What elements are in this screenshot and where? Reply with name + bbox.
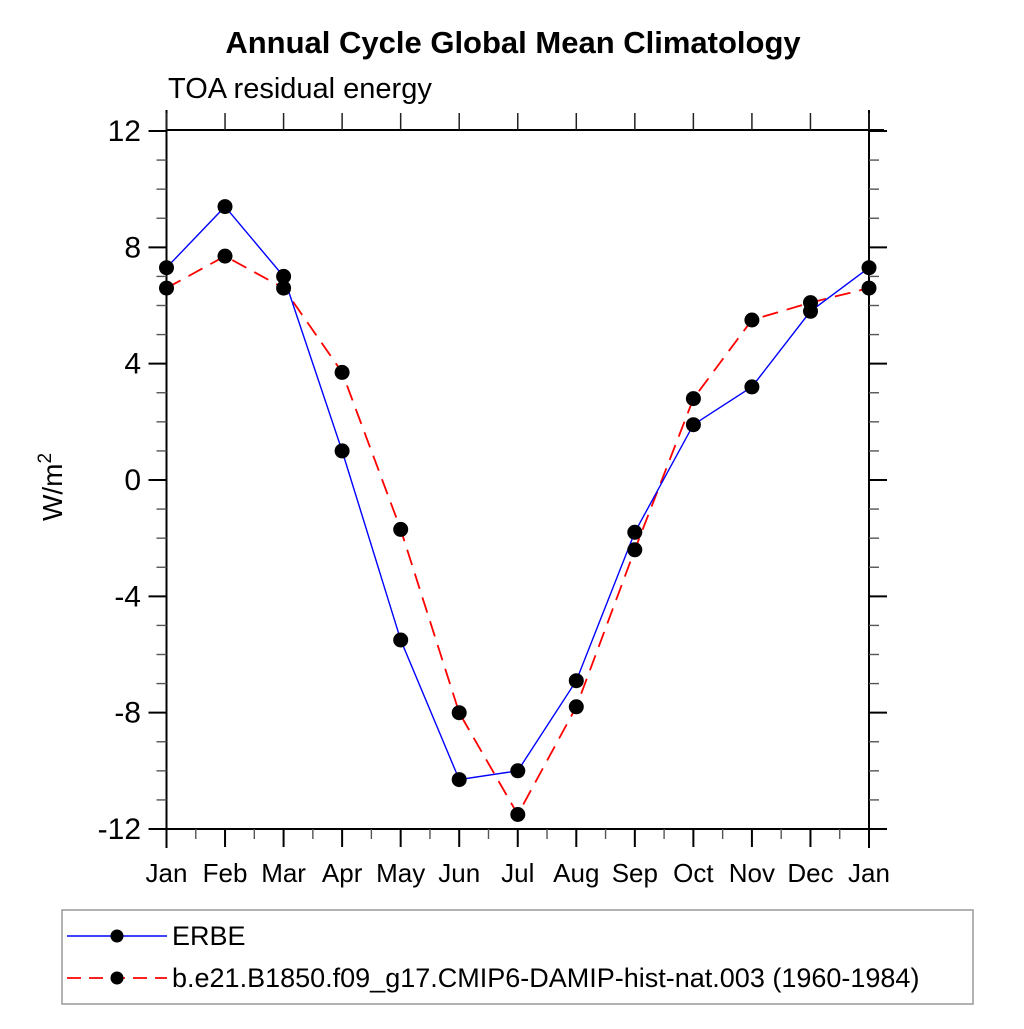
y-tick-label: 8 bbox=[124, 231, 141, 264]
series-line bbox=[166, 255, 870, 817]
data-point bbox=[861, 280, 877, 296]
data-point bbox=[451, 772, 467, 788]
data-point bbox=[159, 280, 174, 296]
legend-series-label: b.e21.B1850.f09_g17.CMIP6-DAMIP-hist-nat… bbox=[172, 963, 919, 993]
data-point bbox=[393, 632, 409, 648]
x-tick-label: Dec bbox=[787, 858, 833, 888]
legend-box bbox=[61, 909, 974, 1005]
data-point bbox=[510, 807, 526, 822]
data-point-markers bbox=[159, 199, 877, 822]
legend-swatch-marker bbox=[110, 929, 124, 943]
x-tick-label: Jul bbox=[501, 858, 534, 888]
x-tick-label: May bbox=[376, 858, 425, 888]
x-tick-label: Nov bbox=[729, 858, 775, 888]
y-tick-label: 0 bbox=[124, 464, 141, 497]
data-point bbox=[803, 295, 818, 311]
y-tick-label: 12 bbox=[108, 115, 141, 148]
data-point bbox=[334, 364, 350, 380]
data-point bbox=[568, 673, 584, 689]
data-point bbox=[334, 443, 350, 459]
plot-frame bbox=[165, 110, 884, 848]
x-tick-label: Aug bbox=[553, 858, 599, 888]
data-point bbox=[217, 199, 233, 215]
legend: ERBE b.e21.B1850.f09_g17.CMIP6-DAMIP-hist… bbox=[61, 909, 974, 1005]
y-tick-label: -4 bbox=[114, 580, 141, 613]
data-point bbox=[451, 705, 467, 721]
y-tick-label: 4 bbox=[124, 348, 141, 381]
data-point bbox=[276, 280, 292, 296]
data-point bbox=[276, 268, 292, 284]
series-line bbox=[165, 205, 870, 781]
x-tick-label: Sep bbox=[612, 858, 658, 888]
axis-ticks bbox=[148, 113, 887, 847]
x-tick-label: Mar bbox=[261, 858, 306, 888]
x-tick-label: Jan bbox=[848, 858, 890, 888]
data-point bbox=[685, 417, 701, 433]
y-tick-label: -8 bbox=[114, 697, 141, 730]
data-series-lines bbox=[165, 205, 870, 817]
legend-rows: ERBE b.e21.B1850.f09_g17.CMIP6-DAMIP-hist… bbox=[67, 921, 919, 993]
data-point bbox=[393, 521, 409, 537]
data-point bbox=[744, 312, 760, 328]
y-axis-label: W/m2 bbox=[35, 453, 68, 521]
data-point bbox=[861, 260, 877, 276]
x-tick-label: Jun bbox=[438, 858, 480, 888]
y-tick-label: -12 bbox=[98, 813, 141, 846]
x-tick-label: Feb bbox=[203, 858, 248, 888]
chart-title: Annual Cycle Global Mean Climatology bbox=[225, 25, 801, 60]
x-tick-label: Oct bbox=[673, 858, 714, 888]
x-tick-label: Jan bbox=[146, 858, 188, 888]
data-point bbox=[217, 248, 233, 264]
data-point bbox=[510, 763, 526, 779]
chart-subtitle: TOA residual energy bbox=[168, 73, 432, 105]
legend-series-label: ERBE bbox=[172, 921, 246, 951]
data-point bbox=[744, 379, 760, 395]
data-point bbox=[685, 391, 701, 407]
data-point bbox=[627, 542, 643, 558]
data-point bbox=[627, 524, 643, 540]
x-tick-label: Apr bbox=[322, 858, 363, 888]
legend-swatch-marker bbox=[110, 971, 124, 985]
data-point bbox=[568, 699, 584, 715]
data-point bbox=[159, 260, 174, 276]
